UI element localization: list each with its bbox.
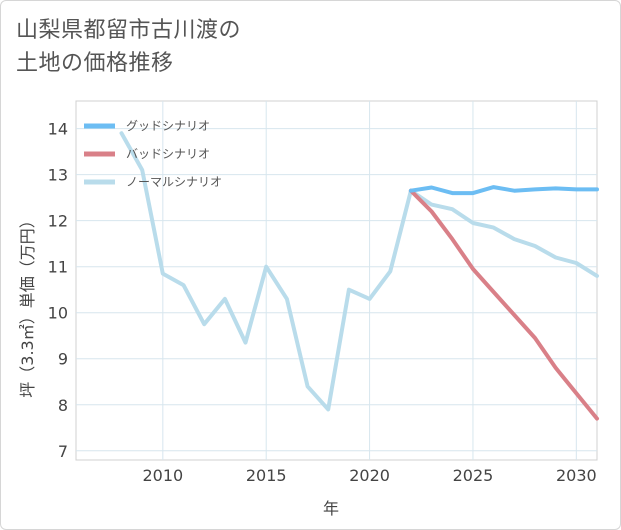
x-axis-label: 年	[323, 499, 339, 518]
chart-title: 山梨県都留市古川渡の 土地の価格推移	[16, 14, 241, 80]
x-tick-label: 2020	[349, 466, 390, 485]
y-tick-label: 10	[48, 304, 68, 323]
x-tick-label: 2015	[246, 466, 287, 485]
series-line-0	[408, 185, 599, 196]
chart-title-line-2: 土地の価格推移	[16, 51, 174, 76]
chart-title-line-1: 山梨県都留市古川渡の	[16, 18, 242, 43]
series-line-2	[119, 131, 599, 412]
x-tick-labels: 2010 2015 2020 2025 2030	[142, 466, 596, 485]
series-line-1	[408, 188, 599, 421]
x-tick-label: 2010	[142, 466, 183, 485]
x-tick-label: 2030	[556, 466, 597, 485]
x-tick-label: 2025	[453, 466, 494, 485]
y-tick-label: 9	[58, 350, 68, 369]
y-tick-label: 11	[48, 258, 68, 277]
grid-lines	[76, 101, 597, 460]
legend-label-1: バッドシナリオ	[126, 147, 210, 161]
legend-label-0: グッドシナリオ	[126, 119, 210, 133]
y-tick-label: 14	[48, 120, 68, 139]
y-axis-label: 坪（3.3㎡）単価（万円）	[18, 212, 37, 397]
y-tick-label: 12	[48, 212, 68, 231]
legend-label-2: ノーマルシナリオ	[126, 175, 222, 189]
y-tick-label: 13	[48, 166, 68, 185]
y-tick-label: 7	[58, 442, 68, 461]
y-tick-labels: 7 8 9 10 11 12 13 14	[48, 120, 68, 461]
y-tick-label: 8	[58, 396, 68, 415]
series-lines	[119, 131, 599, 421]
